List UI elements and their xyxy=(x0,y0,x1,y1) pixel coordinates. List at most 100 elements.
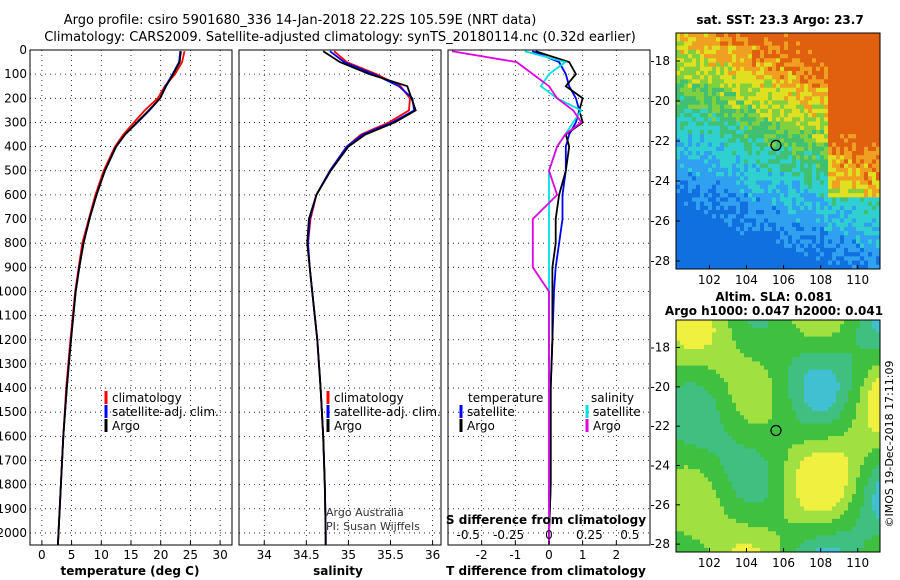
heatmap-cell xyxy=(696,113,701,118)
heatmap-cell xyxy=(768,398,773,404)
heatmap-cell xyxy=(696,444,701,449)
heatmap-cell xyxy=(796,49,801,55)
x-tick-label: 20 xyxy=(153,548,168,562)
heatmap-cell xyxy=(828,402,833,408)
heatmap-cell xyxy=(808,163,813,169)
heatmap-cell xyxy=(744,247,749,253)
heatmap-cell xyxy=(728,134,733,139)
heatmap-cell xyxy=(788,419,793,424)
heatmap-cell xyxy=(836,49,841,55)
heatmap-cell xyxy=(776,357,781,362)
heatmap-cell xyxy=(800,378,805,383)
heatmap-cell xyxy=(820,469,825,474)
heatmap-cell xyxy=(696,222,701,228)
heatmap-cell xyxy=(788,235,793,240)
heatmap-cell xyxy=(848,402,853,408)
heatmap-cell xyxy=(696,155,701,160)
heatmap-cell xyxy=(800,129,805,135)
heatmap-cell xyxy=(736,353,741,358)
heatmap-cell xyxy=(756,402,761,408)
heatmap-cell xyxy=(784,117,789,122)
heatmap-cell xyxy=(684,33,689,38)
heatmap-cell xyxy=(680,320,685,325)
heatmap-cell xyxy=(748,448,753,453)
heatmap-cell xyxy=(724,260,729,266)
heatmap-cell xyxy=(748,163,753,169)
heatmap-cell xyxy=(812,210,817,215)
heatmap-cell xyxy=(748,382,753,387)
heatmap-cell xyxy=(704,159,709,165)
x-tick-label: 10 xyxy=(94,548,109,562)
heatmap-cell xyxy=(876,456,881,462)
heatmap-cell xyxy=(744,155,749,160)
heatmap-cell xyxy=(808,260,813,266)
heatmap-cell xyxy=(808,159,813,165)
heatmap-cell xyxy=(732,66,737,72)
heatmap-cell xyxy=(752,419,757,424)
heatmap-cell xyxy=(844,436,849,441)
heatmap-cell xyxy=(856,75,861,80)
heatmap-cell xyxy=(684,214,689,219)
heatmap-cell xyxy=(832,231,837,236)
heatmap-cell xyxy=(700,423,705,429)
heatmap-cell xyxy=(864,197,869,202)
heatmap-cell xyxy=(696,159,701,165)
heatmap-cell xyxy=(744,210,749,215)
heatmap-cell xyxy=(832,188,837,194)
heatmap-cell xyxy=(744,473,749,478)
heatmap-cell xyxy=(816,121,821,127)
heatmap-cell xyxy=(848,146,853,152)
heatmap-cell xyxy=(816,62,821,68)
heatmap-cell xyxy=(872,125,877,131)
heatmap-cell xyxy=(812,62,817,68)
heatmap-cell xyxy=(780,33,785,38)
heatmap-cell xyxy=(692,328,697,333)
heatmap-cell xyxy=(688,349,693,354)
heatmap-cell xyxy=(716,37,721,42)
heatmap-cell xyxy=(848,184,853,190)
heatmap-cell xyxy=(788,172,793,177)
heatmap-cell xyxy=(800,210,805,215)
heatmap-cell xyxy=(680,113,685,118)
heatmap-cell xyxy=(768,62,773,68)
heatmap-cell xyxy=(812,66,817,72)
heatmap-cell xyxy=(724,104,729,110)
heatmap-cell xyxy=(724,394,729,400)
map-lat-label: -28 xyxy=(650,254,670,268)
heatmap-cell xyxy=(788,402,793,408)
heatmap-cell xyxy=(868,423,873,429)
heatmap-cell xyxy=(832,33,837,38)
heatmap-cell xyxy=(688,340,693,346)
heatmap-cell xyxy=(872,66,877,72)
heatmap-cell xyxy=(860,382,865,387)
heatmap-cell xyxy=(676,332,681,337)
heatmap-cell xyxy=(760,197,765,202)
heatmap-cell xyxy=(852,231,857,236)
heatmap-cell xyxy=(788,54,793,59)
heatmap-cell xyxy=(720,125,725,131)
heatmap-cell xyxy=(796,353,801,358)
heatmap-cell xyxy=(816,336,821,342)
heatmap-cell xyxy=(692,394,697,400)
heatmap-cell xyxy=(688,411,693,416)
heatmap-cell xyxy=(760,75,765,80)
heatmap-cell xyxy=(708,58,713,63)
heatmap-cell xyxy=(808,231,813,236)
heatmap-cell xyxy=(820,218,825,224)
heatmap-cell xyxy=(876,75,881,80)
heatmap-cell xyxy=(860,87,865,93)
heatmap-cell xyxy=(852,365,857,371)
heatmap-cell xyxy=(676,151,681,156)
heatmap-cell xyxy=(740,66,745,72)
heatmap-cell xyxy=(688,243,693,249)
heatmap-cell xyxy=(868,129,873,135)
heatmap-cell xyxy=(748,473,753,478)
heatmap-cell xyxy=(712,184,717,190)
heatmap-cell xyxy=(684,37,689,42)
heatmap-cell xyxy=(792,100,797,106)
heatmap-cell xyxy=(832,163,837,169)
heatmap-cell xyxy=(812,70,817,76)
heatmap-cell xyxy=(796,394,801,400)
heatmap-cell xyxy=(868,100,873,106)
heatmap-cell xyxy=(772,108,777,114)
